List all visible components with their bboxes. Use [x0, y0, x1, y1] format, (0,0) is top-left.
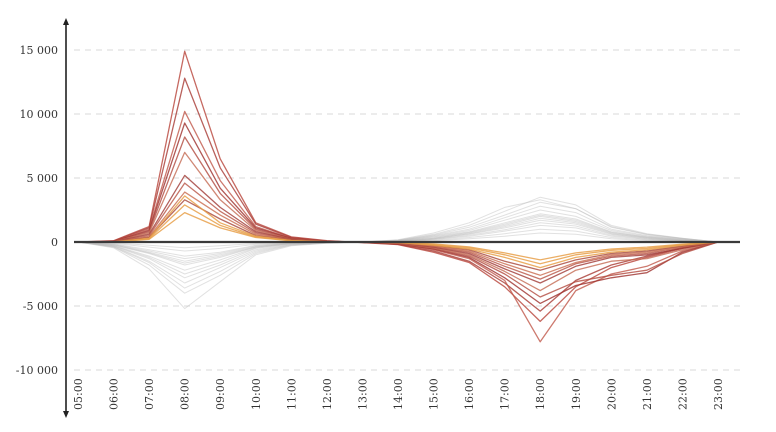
x-tick-label: 20:00 [605, 378, 618, 410]
axis-layer [63, 18, 740, 418]
x-tick-label: 18:00 [534, 378, 547, 410]
x-tick-label: 09:00 [214, 378, 227, 410]
y-tick-label: -5 000 [23, 300, 58, 313]
x-tick-label: 15:00 [428, 378, 441, 410]
x-tick-label: 14:00 [392, 378, 405, 410]
y-tick-label: -10 000 [16, 364, 58, 377]
background-series-line [77, 196, 719, 294]
x-tick-label: 23:00 [712, 378, 725, 410]
background-series-line [77, 205, 719, 284]
x-tick-label: 11:00 [285, 378, 298, 410]
x-tick-label: 08:00 [179, 378, 192, 410]
y-tick-label: 15 000 [20, 44, 59, 57]
x-tick-label: 12:00 [321, 378, 334, 410]
x-tick-label: 19:00 [570, 378, 583, 410]
y-tick-label: 10 000 [20, 108, 59, 121]
label-layer: -10 000 -5 000 0 5 000 10 000 15 000 05:00 06:0… [16, 44, 725, 410]
background-series-line [77, 201, 719, 289]
series-layer [77, 50, 719, 343]
x-tick-label: 13:00 [356, 378, 369, 410]
background-series-line [77, 199, 719, 310]
x-tick-label: 06:00 [108, 378, 121, 410]
y-axis-arrow-down [63, 411, 69, 418]
x-tick-label: 10:00 [250, 378, 263, 410]
background-series-line [77, 214, 719, 271]
highlight-series-line [77, 136, 719, 298]
y-tick-label: 0 [51, 236, 58, 249]
x-tick-label: 07:00 [143, 378, 156, 410]
x-tick-label: 22:00 [676, 378, 689, 410]
x-tick-label: 16:00 [463, 378, 476, 410]
x-tick-label: 05:00 [72, 378, 85, 410]
highlight-series-line [77, 151, 719, 292]
background-series-line [77, 209, 719, 279]
x-tick-label: 17:00 [499, 378, 512, 410]
x-tick-label: 21:00 [641, 378, 654, 410]
highlight-series-line [77, 110, 719, 343]
y-tick-label: 5 000 [27, 172, 59, 185]
background-series-line [77, 213, 719, 275]
y-axis-arrow-up [63, 18, 69, 25]
grid-layer [74, 49, 740, 371]
